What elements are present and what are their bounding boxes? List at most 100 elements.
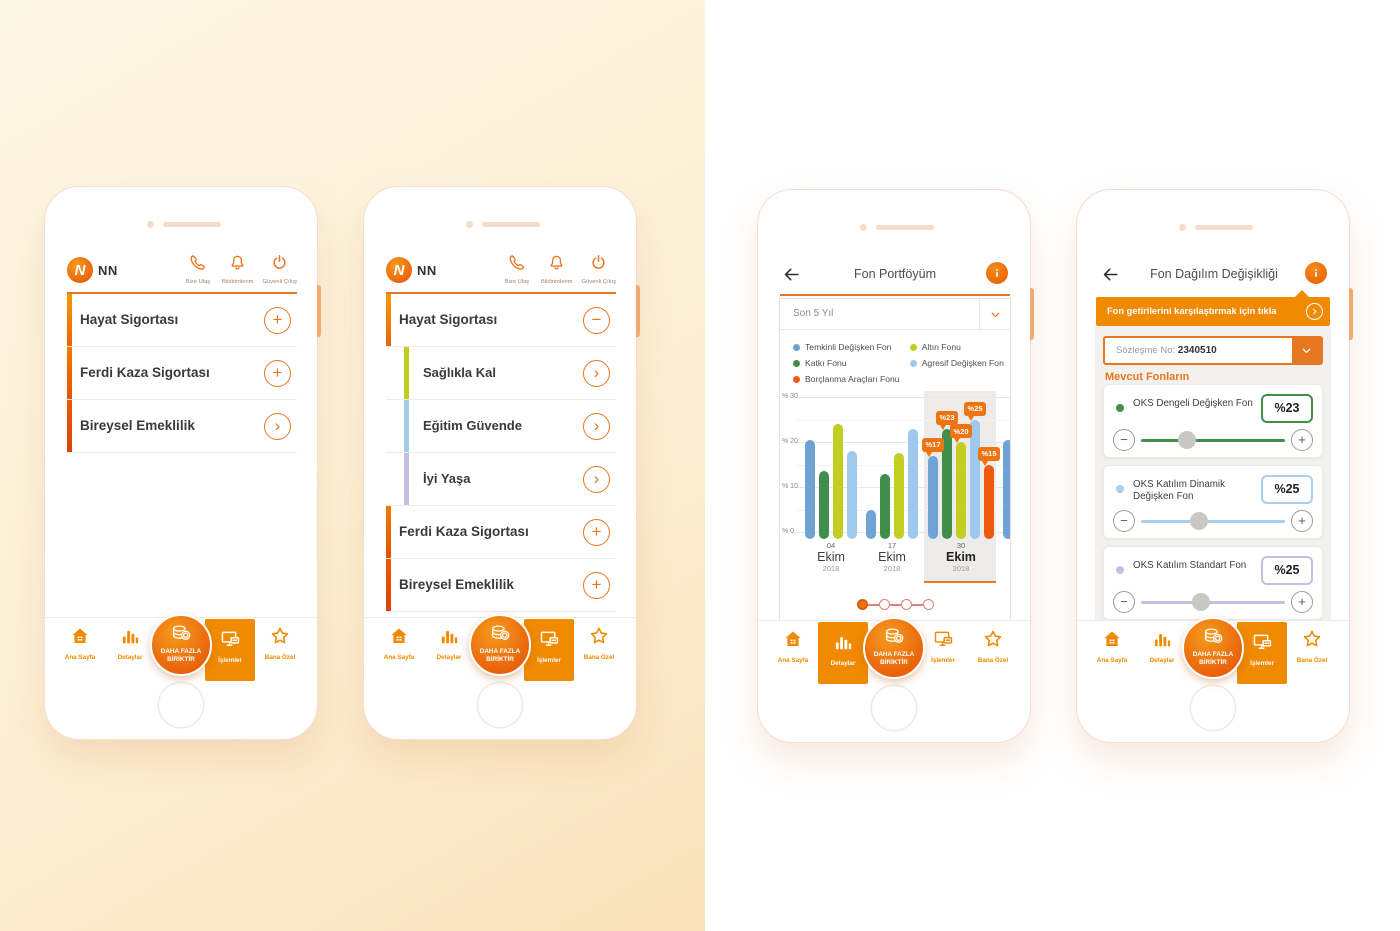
header-icons: Bize Ulaş Bildirimlerim Güvenli Çıkış <box>183 253 297 285</box>
nav-label: Detaylar <box>830 660 856 667</box>
plus-button[interactable]: + <box>264 306 291 334</box>
pagination-dot-4[interactable] <box>922 599 934 610</box>
back-icon[interactable] <box>782 265 802 285</box>
decrease-button[interactable]: − <box>1113 591 1135 613</box>
plus-button[interactable]: + <box>264 359 291 387</box>
nav-item-daha-fazla-bi-ri-kti-r[interactable]: DAHA FAZLA BİRİKTİR <box>862 617 926 683</box>
pagination-dot-1[interactable] <box>856 599 868 610</box>
header-action-bize-ula[interactable]: Bize Ulaş <box>502 253 532 285</box>
nav-item-bana-zel[interactable]: Bana Özel <box>968 628 1018 664</box>
home-icon <box>388 628 410 651</box>
header-action-g-venli-k[interactable]: Güvenli Çıkış <box>263 253 297 285</box>
contract-dropdown[interactable]: Sözleşme No: 2340510 <box>1103 336 1323 365</box>
menu-item-ferdi-kaza-sigortas[interactable]: Ferdi Kaza Sigortası + <box>386 506 616 559</box>
nav-item-bana-zel[interactable]: Bana Özel <box>1287 628 1337 664</box>
menu-item-e-itim-g-vende[interactable]: Eğitim Güvende › <box>386 400 616 453</box>
nav-item-i-lemler[interactable]: İşlemler <box>205 619 255 681</box>
nav-item-ana-sayfa[interactable]: Ana Sayfa <box>1087 628 1137 664</box>
nav-item-bana-zel[interactable]: Bana Özel <box>574 625 624 661</box>
chevron-button[interactable]: › <box>583 412 610 440</box>
increase-button[interactable]: + <box>1291 429 1313 451</box>
home-button[interactable] <box>159 683 203 727</box>
info-icon[interactable] <box>986 262 1008 284</box>
nav-label: BİRİKTİR <box>1199 658 1227 666</box>
product-menu: Hayat Sigortası + Ferdi Kaza Sigortası + Bir… <box>67 294 297 453</box>
period-dropdown[interactable]: Son 5 Yıl <box>780 299 1010 330</box>
nav-item-daha-fazla-bi-ri-kti-r[interactable]: DAHA FAZLA BİRİKTİR <box>1181 617 1245 683</box>
decrease-button[interactable]: − <box>1113 429 1135 451</box>
menu-item-bireysel-emeklilik[interactable]: Bireysel Emeklilik › <box>67 400 297 453</box>
star-icon <box>1301 630 1323 654</box>
category-color-bar <box>386 294 391 346</box>
home-button[interactable] <box>1191 686 1235 730</box>
back-icon[interactable] <box>1101 265 1121 285</box>
legend-item-bor-lanma-ara-lar-fonu: Borçlanma Araçları Fonu <box>793 371 906 387</box>
increase-button[interactable]: + <box>1291 591 1313 613</box>
info-icon[interactable] <box>1305 262 1327 284</box>
fund-percent-value[interactable]: %25 <box>1261 475 1313 504</box>
nav-item-ana-sayfa[interactable]: Ana Sayfa <box>55 625 105 661</box>
menu-item-sa-l-kla-kal[interactable]: Sağlıkla Kal › <box>386 347 616 400</box>
nav-item-daha-fazla-bi-ri-kti-r[interactable]: DAHA FAZLA BİRİKTİR <box>468 614 532 680</box>
menu-item-bireysel-emeklilik[interactable]: Bireysel Emeklilik + <box>386 559 616 612</box>
side-button <box>1349 288 1353 340</box>
slider-thumb[interactable] <box>1189 512 1208 530</box>
menu-item-label: İyi Yaşa <box>423 471 471 486</box>
nav-item-daha-fazla-bi-ri-kti-r[interactable]: DAHA FAZLA BİRİKTİR <box>149 614 213 680</box>
chevron-button[interactable]: › <box>264 412 291 440</box>
category-color-bar <box>404 453 409 505</box>
header-icons: Bize Ulaş Bildirimlerim Güvenli Çıkış <box>502 253 616 285</box>
header-action-g-venli-k[interactable]: Güvenli Çıkış <box>582 253 616 285</box>
home-button[interactable] <box>478 683 522 727</box>
fund-percent-value[interactable]: %23 <box>1261 394 1313 423</box>
fund-percent-value[interactable]: %25 <box>1261 556 1313 585</box>
header-action-bize-ula[interactable]: Bize Ulaş <box>183 253 213 285</box>
nav-item-i-lemler[interactable]: İşlemler <box>918 628 968 664</box>
menu-item-ferdi-kaza-sigortas[interactable]: Ferdi Kaza Sigortası + <box>67 347 297 400</box>
nav-item-ana-sayfa[interactable]: Ana Sayfa <box>374 625 424 661</box>
increase-button[interactable]: + <box>1291 510 1313 532</box>
nav-item-detaylar[interactable]: Detaylar <box>818 622 868 684</box>
fund-bar-chart: % 30% 20% 10% 0 %17 %23 %20 %25 %15 04 Ekim 2018… <box>780 391 1010 587</box>
pagination-dot-2[interactable] <box>878 599 890 610</box>
home-icon <box>69 628 91 651</box>
slider-thumb[interactable] <box>1192 593 1211 611</box>
slider-thumb[interactable] <box>1178 431 1197 449</box>
phone-mockup-3: Fon Portföyüm Son 5 Yıl Temkinli Değişke… <box>758 190 1034 742</box>
plus-button[interactable]: + <box>583 571 610 599</box>
chevron-right-icon <box>1306 303 1323 320</box>
category-color-bar <box>386 559 391 611</box>
nav-item-i-lemler[interactable]: İşlemler <box>1237 622 1287 684</box>
nav-label: BİRİKTİR <box>880 658 908 666</box>
header-action-bildirimlerim[interactable]: Bildirimlerim <box>541 253 573 285</box>
nav-item-i-lemler[interactable]: İşlemler <box>524 619 574 681</box>
menu-item-i-yi-ya-a[interactable]: İyi Yaşa › <box>386 453 616 506</box>
bar-agresif-de-i-ken-fon <box>847 451 857 539</box>
home-button[interactable] <box>872 686 916 730</box>
decrease-button[interactable]: − <box>1113 510 1135 532</box>
speaker-bar <box>163 222 221 227</box>
nav-item-bana-zel[interactable]: Bana Özel <box>255 625 305 661</box>
nav-item-detaylar[interactable]: Detaylar <box>1137 628 1187 664</box>
pagination-dot-3[interactable] <box>900 599 912 610</box>
fund-card-oks-kat-l-m-standart-fon: OKS Katılım Standart Fon %25− + <box>1103 546 1323 620</box>
menu-item-hayat-sigortas[interactable]: Hayat Sigortası − <box>386 294 616 347</box>
minus-button[interactable]: − <box>583 306 610 334</box>
legend-label: Altın Fonu <box>921 342 961 352</box>
nn-logo: N NN <box>67 257 118 283</box>
plus-button[interactable]: + <box>583 518 610 546</box>
nav-item-detaylar[interactable]: Detaylar <box>424 625 474 661</box>
compare-banner[interactable]: Fon getirilerini karşılaştırmak için tık… <box>1096 290 1330 326</box>
nav-item-ana-sayfa[interactable]: Ana Sayfa <box>768 628 818 664</box>
bar-katk-fonu <box>880 473 890 539</box>
nav-label: Detaylar <box>436 654 462 661</box>
nav-item-detaylar[interactable]: Detaylar <box>105 625 155 661</box>
chevron-button[interactable]: › <box>583 465 610 493</box>
x-label-month: Ekim <box>946 550 976 564</box>
header-action-bildirimlerim[interactable]: Bildirimlerim <box>222 253 254 285</box>
chevron-button[interactable]: › <box>583 359 610 387</box>
y-axis-tick-label: % 30 <box>782 393 798 400</box>
category-color-bar <box>67 400 72 452</box>
nav-label: BİRİKTİR <box>167 655 195 663</box>
menu-item-hayat-sigortas[interactable]: Hayat Sigortası + <box>67 294 297 347</box>
